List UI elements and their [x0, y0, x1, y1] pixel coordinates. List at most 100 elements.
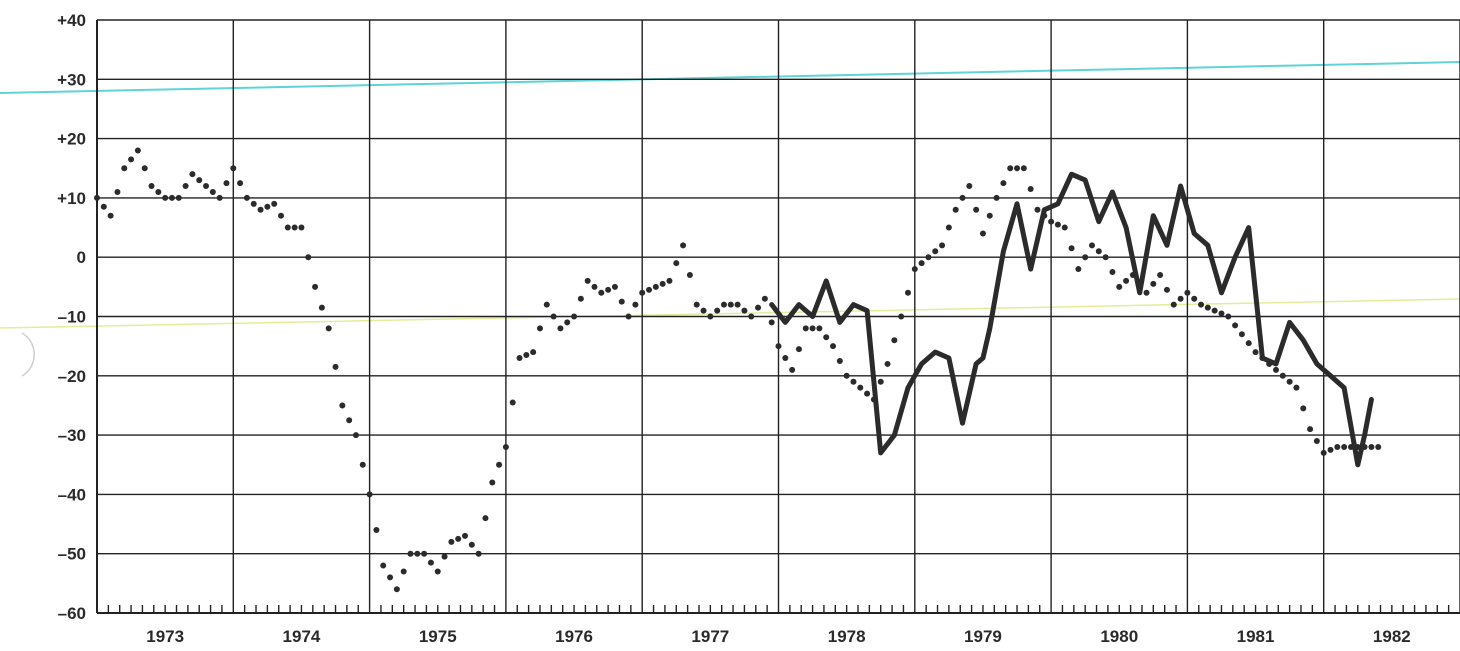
data-point [557, 325, 564, 332]
data-point [1279, 372, 1286, 379]
data-point-interp [1000, 180, 1007, 187]
data-point [1116, 283, 1123, 290]
data-point [816, 325, 823, 332]
data-point [898, 313, 905, 320]
data-point [516, 355, 523, 362]
data-point-interp [564, 319, 571, 326]
y-tick-label: –20 [58, 367, 86, 386]
data-point [352, 432, 359, 439]
data-point [1184, 289, 1191, 296]
data-point-interp [741, 307, 748, 314]
data-point-interp [1123, 277, 1130, 284]
data-point-interp [291, 224, 298, 231]
data-point-interp [278, 212, 285, 219]
data-point-interp [727, 301, 734, 308]
data-point-interp [877, 378, 884, 385]
y-tick-label: –10 [58, 308, 86, 327]
data-point-interp [782, 355, 789, 362]
data-point [434, 568, 441, 575]
data-point [230, 165, 237, 172]
y-tick-label: –40 [58, 485, 86, 504]
data-point [257, 206, 264, 213]
data-point [175, 194, 182, 201]
data-point-interp [1191, 295, 1198, 302]
data-point [366, 491, 373, 498]
data-point [830, 343, 837, 350]
data-point [1252, 349, 1259, 356]
data-point [203, 183, 210, 190]
data-point-interp [482, 515, 489, 522]
data-point-interp [1150, 280, 1157, 287]
data-point-interp [673, 260, 680, 267]
data-point [421, 550, 428, 557]
x-tick-label: 1981 [1237, 627, 1275, 646]
data-point-interp [414, 550, 421, 557]
data-point-interp [1204, 304, 1211, 311]
data-point [775, 343, 782, 350]
data-point-interp [618, 298, 625, 305]
data-point [925, 254, 932, 261]
data-point-interp [114, 188, 121, 195]
data-point [162, 194, 169, 201]
punch-hole-mark [21, 332, 35, 377]
data-point [1020, 165, 1027, 172]
data-point-interp [536, 325, 543, 332]
data-point [625, 313, 632, 320]
data-point-interp [441, 553, 448, 560]
data-point [134, 147, 141, 154]
data-point-interp [1300, 405, 1307, 412]
data-point-interp [1272, 366, 1279, 373]
data-point [1293, 384, 1300, 391]
data-point [1075, 266, 1082, 273]
data-point [1143, 289, 1150, 296]
x-tick-label: 1979 [964, 627, 1002, 646]
data-point-interp [387, 574, 394, 581]
data-point [543, 301, 550, 308]
data-point-interp [128, 156, 135, 163]
data-point-interp [196, 177, 203, 184]
data-point-interp [100, 203, 107, 210]
data-point-interp [1327, 446, 1334, 453]
data-point-interp [945, 224, 952, 231]
data-point [979, 230, 986, 237]
data-point-interp [823, 334, 830, 341]
data-point-interp [850, 378, 857, 385]
data-point [380, 562, 387, 569]
data-point [312, 283, 319, 290]
data-point-interp [223, 180, 230, 187]
data-point-interp [155, 188, 162, 195]
data-point [339, 402, 346, 409]
data-point-interp [1368, 443, 1375, 450]
x-tick-label: 1980 [1100, 627, 1138, 646]
data-point [720, 301, 727, 308]
data-point-interp [1218, 310, 1225, 317]
data-point [462, 532, 469, 539]
data-point-interp [305, 254, 312, 261]
data-point [1061, 224, 1068, 231]
data-point-interp [1245, 340, 1252, 347]
axes: +40 +30 +20 +10 0 –10 –20 –30 –40 –50 –60 1973 1974 1… [57, 11, 1450, 646]
data-point-interp [591, 283, 598, 290]
data-point-interp [1014, 165, 1021, 172]
y-tick-label: +10 [57, 189, 86, 208]
data-point [1007, 165, 1014, 172]
data-point [666, 277, 673, 284]
data-point-interp [700, 307, 707, 314]
data-point [298, 224, 305, 231]
data-point-interp [605, 286, 612, 293]
data-point [530, 349, 537, 356]
data-point [1088, 242, 1095, 249]
data-point-interp [237, 180, 244, 187]
y-tick-label: +40 [57, 11, 86, 30]
data-point [107, 212, 114, 219]
data-point-interp [1177, 295, 1184, 302]
x-tick-label: 1973 [146, 627, 184, 646]
x-tick-label: 1974 [283, 627, 321, 646]
x-tick-label: 1975 [419, 627, 457, 646]
data-point-interp [400, 568, 407, 575]
data-point [393, 586, 400, 593]
data-point-interp [427, 559, 434, 566]
data-point [1334, 443, 1341, 450]
y-tick-label: –60 [58, 604, 86, 623]
